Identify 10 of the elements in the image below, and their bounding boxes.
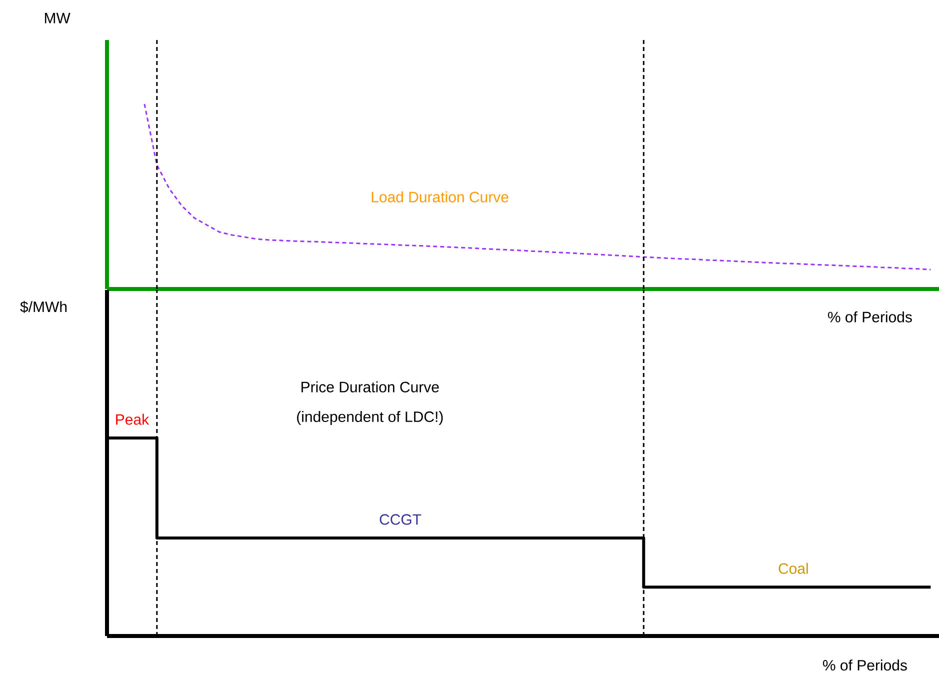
y-axis-title: MW xyxy=(44,12,70,24)
annotation: Coal xyxy=(778,562,808,574)
x-axis-title: % of Periods xyxy=(828,311,912,322)
y-axis-title: $/MWh xyxy=(20,300,67,314)
x-axis-title: % of Periods xyxy=(822,660,907,671)
text: Load Duration Curve xyxy=(372,191,508,202)
annotation: Peak xyxy=(116,414,150,425)
text: (independent of LDC!) xyxy=(297,411,443,426)
annotation: CCGT xyxy=(380,514,422,525)
text: Price Duration Curve xyxy=(302,381,439,392)
